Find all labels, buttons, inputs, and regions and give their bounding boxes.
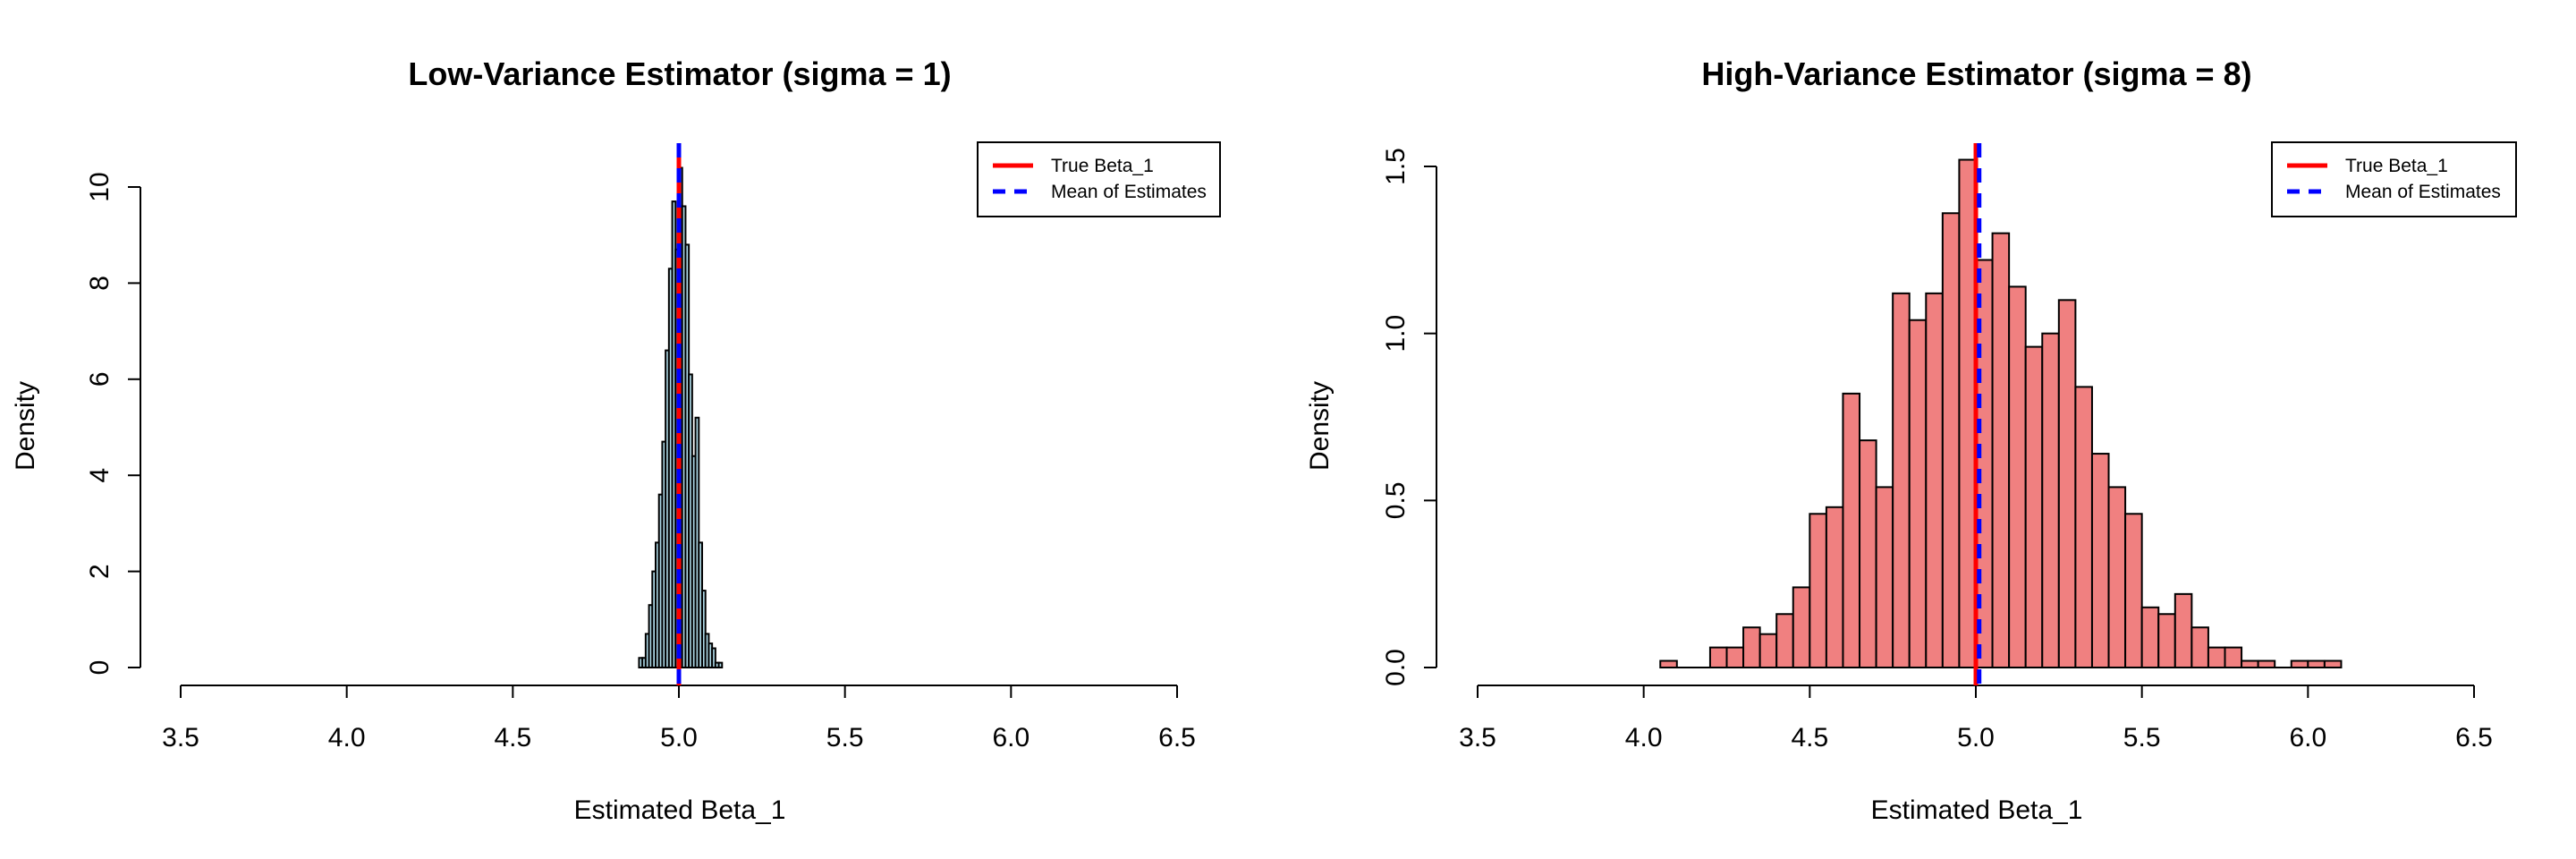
histogram-bar bbox=[2090, 453, 2110, 669]
y-tick-label: 10 bbox=[85, 172, 114, 201]
chart-title: Low-Variance Estimator (sigma = 1) bbox=[408, 55, 951, 92]
histogram-bar bbox=[2307, 659, 2326, 668]
histogram-bar bbox=[1775, 613, 1794, 668]
histogram-bar bbox=[2207, 646, 2226, 668]
y-tick-label: 1.5 bbox=[1381, 148, 1411, 185]
histogram-bar bbox=[2224, 646, 2243, 668]
x-tick-label: 4.0 bbox=[1625, 723, 1663, 753]
histogram-bar bbox=[2241, 659, 2259, 668]
histogram-bar bbox=[2041, 332, 2060, 668]
histogram-bar bbox=[1925, 292, 1944, 668]
histogram-bar bbox=[711, 647, 716, 669]
y-axis-label: Density bbox=[1305, 381, 1335, 471]
legend-label-mean: Mean of Estimates bbox=[1051, 182, 1207, 202]
histogram-bar bbox=[2140, 606, 2160, 668]
x-tick-label: 3.5 bbox=[162, 723, 199, 753]
x-tick-label: 3.5 bbox=[1459, 723, 1496, 753]
y-tick-label: 0 bbox=[85, 660, 114, 676]
histogram-bar bbox=[1941, 212, 1961, 668]
y-tick-label: 0.5 bbox=[1381, 481, 1411, 519]
x-tick-label: 6.0 bbox=[992, 723, 1030, 753]
histogram-bar bbox=[1958, 158, 1978, 669]
histogram-bar bbox=[1742, 626, 1761, 669]
panel-low-variance: Low-Variance Estimator (sigma = 1) Estim… bbox=[11, 55, 1221, 825]
y-tick-label: 8 bbox=[85, 276, 114, 291]
histogram-bar bbox=[1859, 439, 1877, 668]
x-tick-label: 5.0 bbox=[1957, 723, 1995, 753]
histogram-bar bbox=[2323, 659, 2343, 668]
x-tick-label: 4.5 bbox=[1791, 723, 1828, 753]
legend-label-true: True Beta_1 bbox=[2345, 156, 2448, 176]
panel-high-variance: High-Variance Estimator (sigma = 8) Esti… bbox=[1305, 55, 2517, 825]
chart-title: High-Variance Estimator (sigma = 8) bbox=[1701, 55, 2251, 92]
histogram-bar bbox=[2008, 285, 2027, 668]
y-tick-label: 2 bbox=[85, 564, 114, 579]
x-tick-label: 5.5 bbox=[2123, 723, 2161, 753]
histogram-bar bbox=[2174, 592, 2193, 668]
x-tick-label: 6.0 bbox=[2289, 723, 2326, 753]
histogram-bar bbox=[2057, 299, 2077, 668]
histogram-bar bbox=[1809, 513, 1827, 668]
histogram-bar bbox=[1991, 232, 2011, 668]
x-tick-label: 4.5 bbox=[494, 723, 531, 753]
y-tick-label: 6 bbox=[85, 371, 114, 387]
legend: True Beta_1 Mean of Estimates bbox=[977, 141, 1221, 217]
histogram-bar bbox=[1792, 586, 1811, 669]
histogram-bar bbox=[700, 590, 707, 669]
x-axis-label: Estimated Beta_1 bbox=[574, 795, 786, 825]
histogram-bar bbox=[1659, 659, 1678, 668]
y-tick-label: 0.0 bbox=[1381, 649, 1411, 686]
histogram-bar bbox=[1758, 633, 1778, 669]
histogram-bar bbox=[1842, 392, 1861, 668]
x-tick-label: 4.0 bbox=[328, 723, 366, 753]
histogram-bar bbox=[1725, 646, 1745, 668]
histogram-bar bbox=[717, 661, 724, 669]
histogram-bar bbox=[2190, 626, 2209, 669]
x-tick-label: 6.5 bbox=[2455, 723, 2493, 753]
legend-label-mean: Mean of Estimates bbox=[2345, 182, 2501, 202]
x-tick-label: 6.5 bbox=[1158, 723, 1196, 753]
histogram-bar bbox=[2124, 513, 2143, 668]
histogram-bar bbox=[1892, 292, 1911, 668]
y-tick-label: 1.0 bbox=[1381, 315, 1411, 353]
histogram-bar bbox=[1708, 646, 1728, 668]
histogram-bar bbox=[2290, 659, 2309, 668]
y-tick-label: 4 bbox=[85, 468, 114, 483]
x-axis-label: Estimated Beta_1 bbox=[1871, 795, 2083, 825]
histogram-bar bbox=[1908, 319, 1928, 668]
histogram-bar bbox=[2024, 345, 2044, 668]
legend: True Beta_1 Mean of Estimates bbox=[2271, 141, 2517, 217]
histogram-bar bbox=[1875, 486, 1894, 669]
x-tick-label: 5.0 bbox=[660, 723, 698, 753]
histogram-bar bbox=[2107, 486, 2127, 669]
histogram-bar bbox=[1825, 506, 1844, 668]
histogram-bar bbox=[2157, 613, 2176, 668]
x-tick-label: 5.5 bbox=[826, 723, 864, 753]
y-axis-label: Density bbox=[11, 381, 40, 471]
histogram-bar bbox=[2074, 386, 2093, 668]
legend-label-true: True Beta_1 bbox=[1051, 156, 1154, 176]
histogram-bar bbox=[2257, 659, 2276, 668]
